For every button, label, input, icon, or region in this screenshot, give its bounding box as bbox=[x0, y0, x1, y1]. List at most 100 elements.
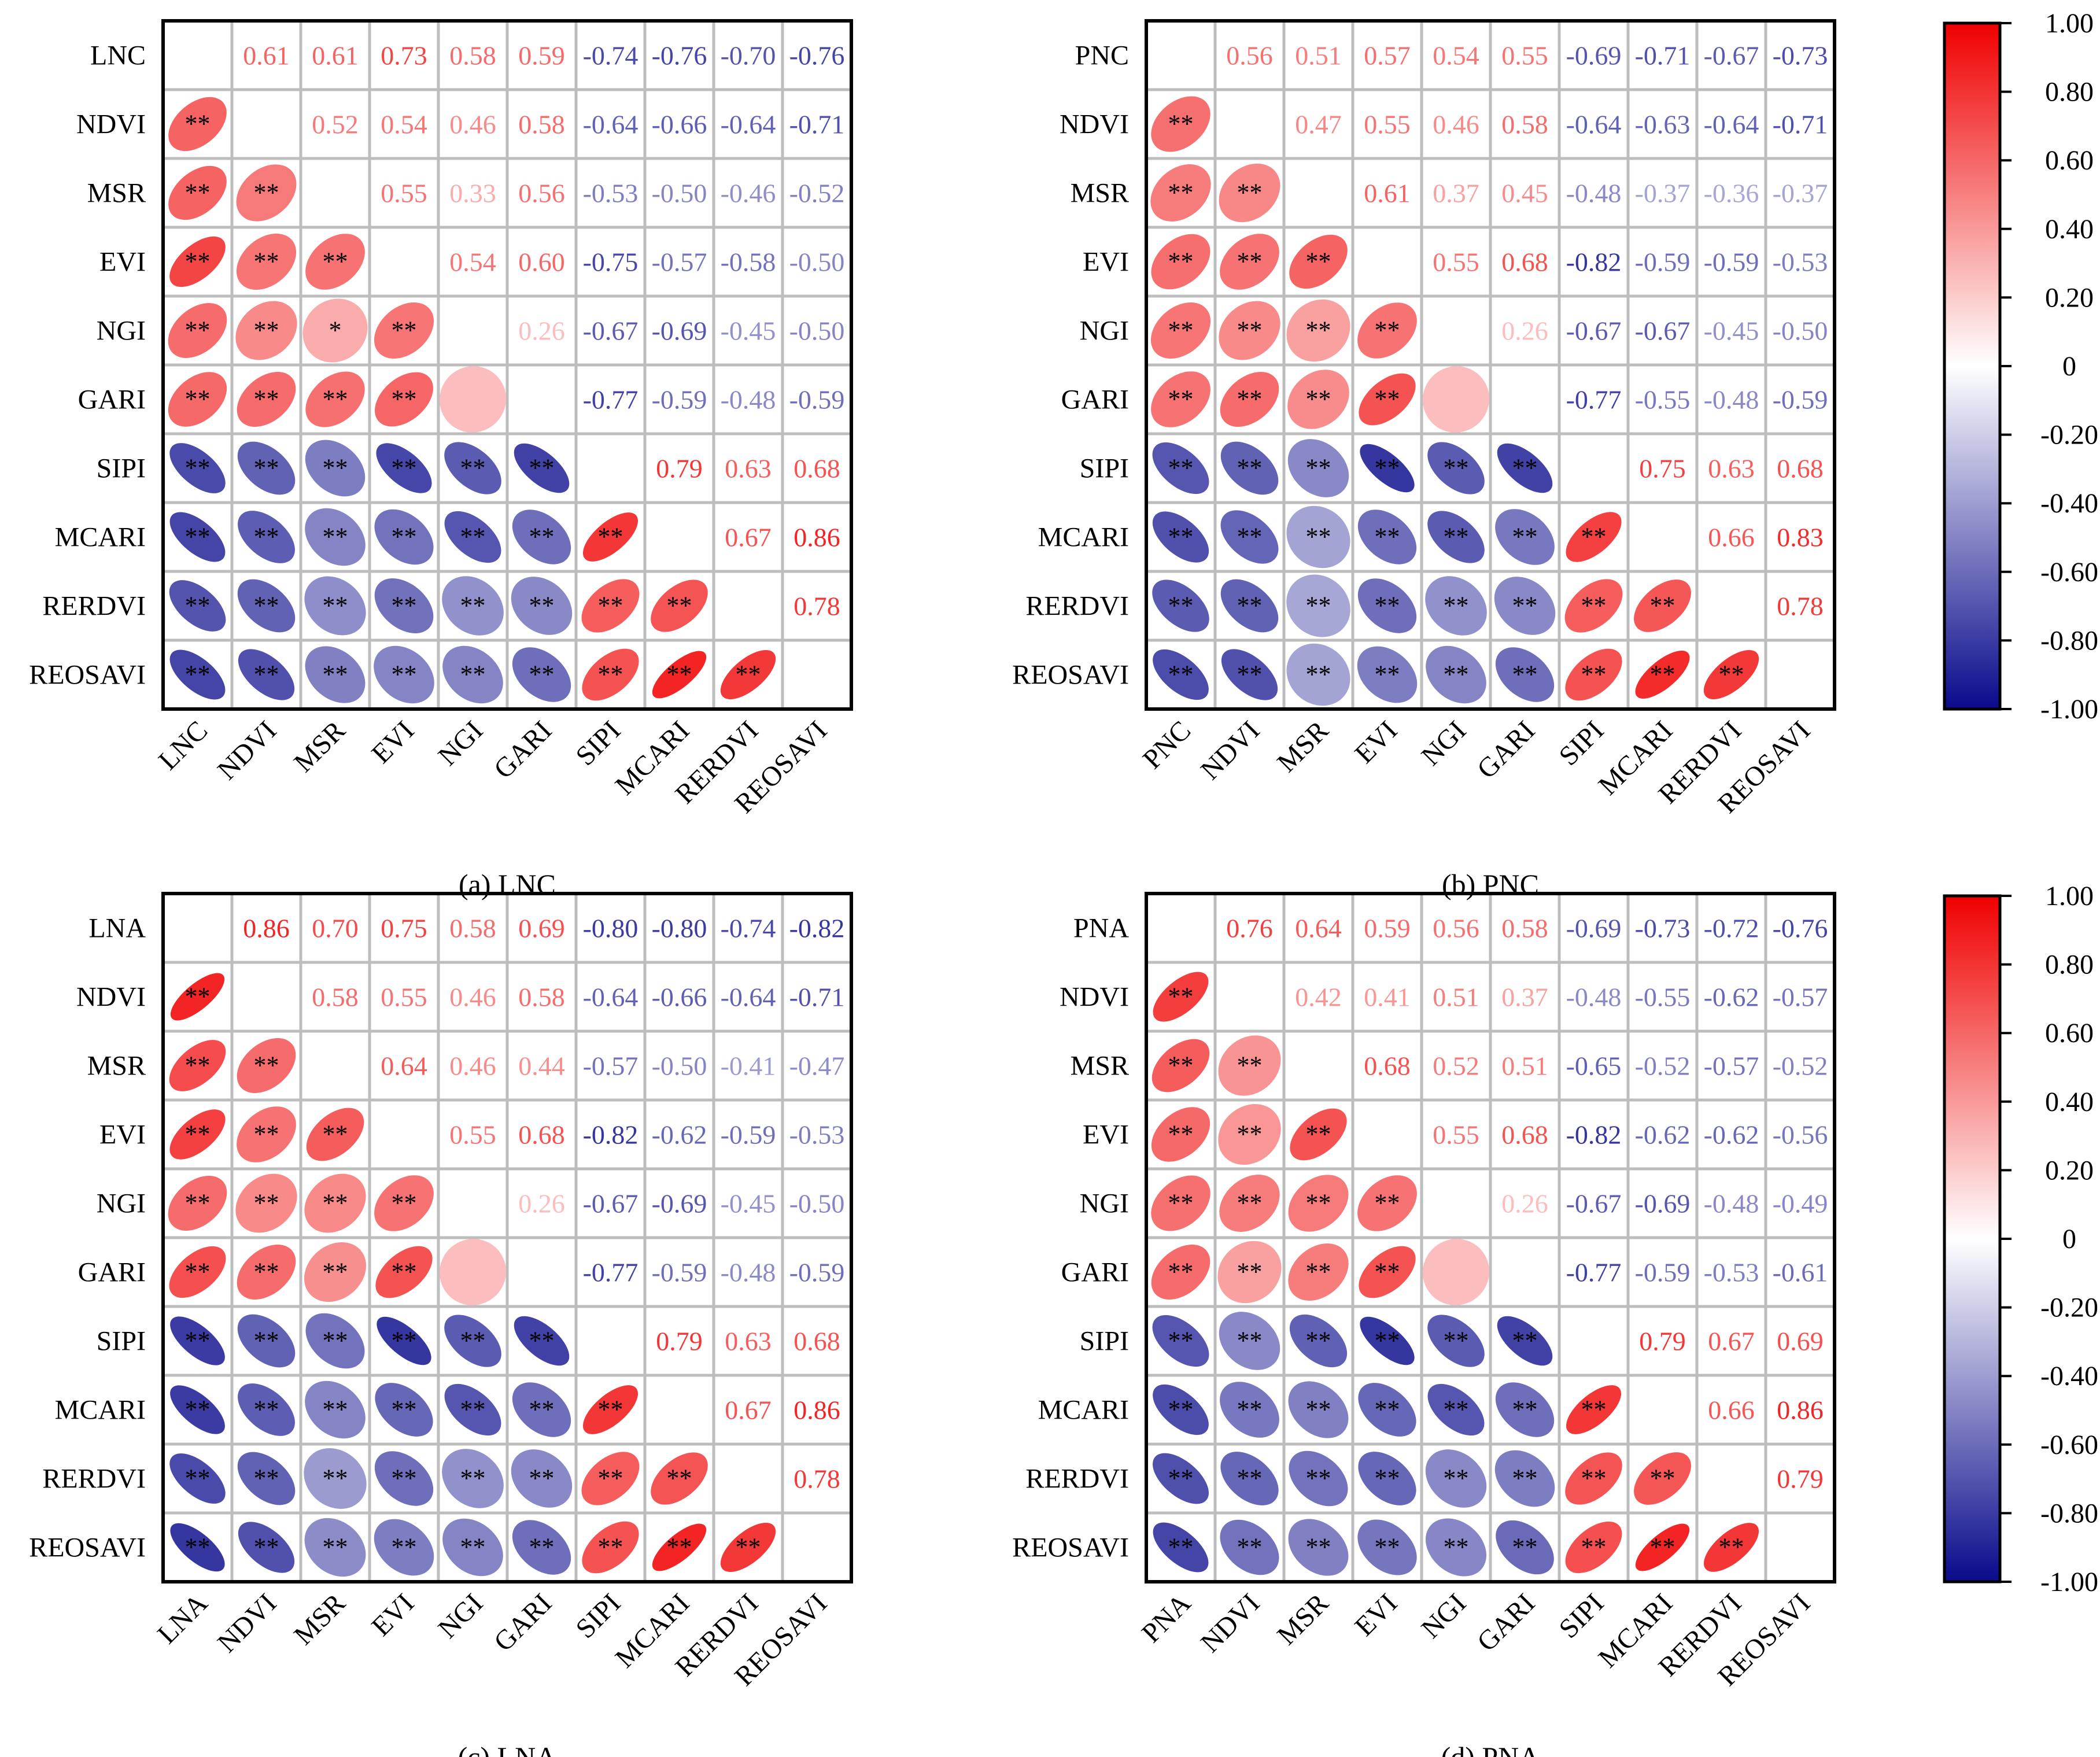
panel-frame bbox=[161, 19, 853, 711]
significance-marker: ** bbox=[529, 660, 555, 689]
correlation-ellipse bbox=[1565, 648, 1622, 701]
significance-marker: ** bbox=[1237, 1258, 1263, 1286]
correlation-ellipse bbox=[1422, 366, 1490, 433]
significance-marker: ** bbox=[1237, 385, 1263, 414]
correlation-panel-1: 0.61 0.61 0.73 0.58 0.59 -0.74 -0.76 -0.70 -0.76… bbox=[29, 19, 853, 900]
correlation-ellipse bbox=[511, 1449, 573, 1508]
row-label: REOSAVI bbox=[1012, 660, 1129, 691]
correlation-ellipse bbox=[170, 1523, 225, 1572]
correlation-ellipse bbox=[374, 1175, 434, 1231]
significance-marker: ** bbox=[1237, 592, 1263, 620]
correlation-value-label: 0.56 bbox=[1433, 914, 1479, 943]
correlation-value-label: -0.53 bbox=[789, 1120, 845, 1150]
row-label: MCARI bbox=[55, 522, 146, 553]
correlation-value-label: -0.77 bbox=[1566, 385, 1622, 415]
significance-marker: ** bbox=[1444, 660, 1469, 689]
correlation-value-label: -0.82 bbox=[1566, 248, 1622, 277]
correlation-value-label: 0.56 bbox=[518, 179, 565, 208]
panel-caption: (d) PNA bbox=[1441, 1741, 1540, 1757]
correlation-ellipse bbox=[1360, 1316, 1415, 1365]
correlation-ellipse bbox=[1153, 1453, 1209, 1504]
correlation-value-label: 0.68 bbox=[1501, 248, 1548, 277]
correlation-ellipse bbox=[1219, 301, 1280, 360]
correlation-ellipse bbox=[169, 1453, 226, 1504]
correlation-ellipse bbox=[237, 1106, 296, 1162]
correlation-ellipse bbox=[168, 165, 227, 220]
correlation-value-label: 0.58 bbox=[1501, 914, 1548, 943]
correlation-panel-3: 0.86 0.70 0.75 0.58 0.69 -0.80 -0.80 -0.74 -0.82… bbox=[29, 892, 853, 1757]
significance-marker: ** bbox=[460, 1533, 486, 1562]
row-label: GARI bbox=[1061, 1257, 1129, 1288]
colorbar-gradient bbox=[1943, 894, 2002, 1583]
significance-marker: ** bbox=[1444, 1533, 1469, 1562]
correlation-value-label: -0.61 bbox=[1773, 1258, 1828, 1287]
significance-marker: ** bbox=[1237, 1189, 1263, 1217]
correlation-ellipse bbox=[1359, 1246, 1416, 1298]
column-label: NDVI bbox=[212, 1588, 282, 1658]
significance-marker: ** bbox=[460, 660, 486, 689]
correlation-ellipse bbox=[305, 646, 366, 703]
correlation-value-label: 0.67 bbox=[1708, 1327, 1755, 1356]
significance-marker: ** bbox=[323, 592, 348, 620]
correlation-ellipse bbox=[168, 372, 227, 427]
row-label: NGI bbox=[97, 316, 146, 346]
correlation-value-label: 0.86 bbox=[243, 914, 290, 943]
correlation-value-label: -0.57 bbox=[1773, 983, 1828, 1012]
significance-marker: ** bbox=[529, 1396, 555, 1424]
correlation-value-label: -0.69 bbox=[1566, 41, 1622, 71]
correlation-value-label: -0.48 bbox=[721, 385, 776, 415]
correlation-value-label: -0.76 bbox=[652, 41, 707, 71]
colorbar-tick-label: -0.80 bbox=[2040, 625, 2098, 656]
correlation-value-label: -0.67 bbox=[1566, 316, 1622, 346]
significance-marker: ** bbox=[1581, 1464, 1607, 1493]
correlation-ellipse bbox=[1151, 1175, 1210, 1231]
correlation-value-label: 0.46 bbox=[449, 110, 496, 139]
correlation-ellipse bbox=[582, 512, 639, 562]
correlation-value-label: -0.63 bbox=[1635, 110, 1691, 139]
correlation-ellipse bbox=[444, 511, 501, 563]
correlation-ellipse bbox=[237, 441, 296, 495]
significance-marker: ** bbox=[323, 1120, 348, 1149]
correlation-ellipse bbox=[1427, 511, 1485, 563]
correlation-ellipse bbox=[442, 1449, 504, 1508]
significance-marker: ** bbox=[392, 385, 417, 414]
significance-marker: ** bbox=[254, 592, 279, 620]
significance-marker: ** bbox=[1168, 454, 1194, 482]
correlation-ellipse bbox=[1635, 650, 1690, 699]
significance-marker: ** bbox=[1237, 316, 1263, 345]
significance-marker: ** bbox=[254, 1464, 279, 1493]
column-label: NGI bbox=[432, 1588, 489, 1644]
significance-marker: ** bbox=[1650, 592, 1675, 620]
correlation-ellipse bbox=[512, 510, 571, 564]
row-label: MCARI bbox=[1038, 522, 1129, 553]
correlation-value-label: 0.60 bbox=[518, 248, 565, 277]
row-label: NDVI bbox=[1060, 982, 1129, 1013]
significance-marker: ** bbox=[392, 1189, 417, 1217]
correlation-value-label: -0.66 bbox=[652, 110, 707, 139]
correlation-ellipse bbox=[1220, 1452, 1279, 1505]
colorbar-2: 1.00 0.80 0.60 0.40 0.20 0 -0.20 -0.40 -0.60 -0.8… bbox=[1943, 881, 2098, 1597]
correlation-ellipse bbox=[514, 443, 570, 493]
correlation-ellipse bbox=[169, 512, 226, 562]
correlation-value-label: -0.50 bbox=[1773, 316, 1828, 346]
correlation-ellipse bbox=[169, 1109, 226, 1160]
correlation-ellipse bbox=[1153, 1522, 1209, 1573]
row-label: RERDVI bbox=[1025, 1464, 1129, 1494]
correlation-value-label: 0.54 bbox=[1433, 41, 1479, 71]
column-label: SIPI bbox=[1553, 715, 1610, 772]
correlation-value-label: -0.57 bbox=[1704, 1051, 1759, 1081]
significance-marker: ** bbox=[1306, 1120, 1331, 1149]
correlation-ellipse bbox=[1703, 649, 1759, 700]
correlation-ellipse bbox=[237, 1314, 296, 1368]
correlation-value-label: 0.58 bbox=[449, 41, 496, 71]
significance-marker: ** bbox=[598, 592, 623, 620]
column-label: EVI bbox=[366, 1588, 420, 1642]
significance-marker: ** bbox=[1237, 1051, 1263, 1080]
correlation-ellipse bbox=[581, 1452, 640, 1505]
significance-marker: ** bbox=[1581, 660, 1607, 689]
correlation-value-label: -0.45 bbox=[721, 316, 776, 346]
correlation-value-label: -0.64 bbox=[583, 110, 639, 139]
significance-marker: ** bbox=[1512, 1533, 1538, 1562]
correlation-value-label: -0.59 bbox=[1635, 1258, 1691, 1287]
row-label: NGI bbox=[1080, 316, 1129, 346]
